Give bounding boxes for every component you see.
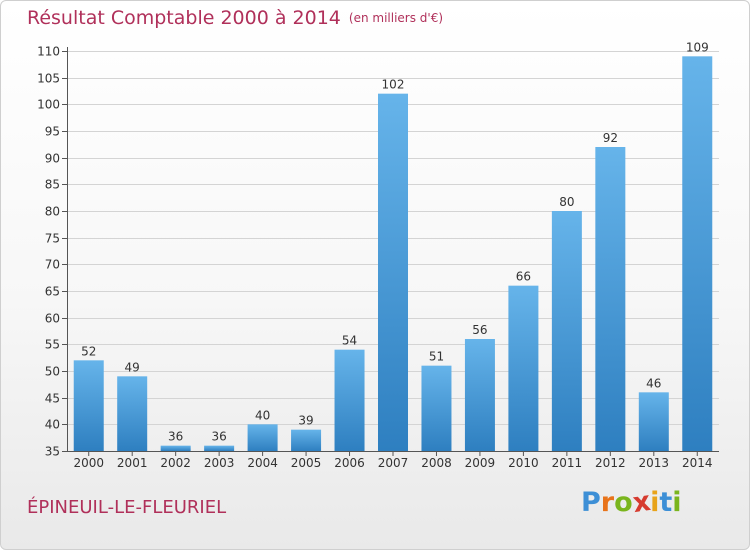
- data-label: 109: [686, 40, 709, 54]
- x-tick-label: 2013: [639, 456, 670, 470]
- data-label: 66: [516, 270, 531, 284]
- bar: [117, 376, 148, 451]
- logo-letter: i: [650, 487, 660, 518]
- y-tick-label: 110: [37, 45, 60, 59]
- logo-letter: x: [630, 485, 653, 520]
- y-tick-label: 85: [45, 178, 60, 192]
- bar: [508, 285, 539, 451]
- bar: [464, 339, 495, 451]
- x-tick-label: 2002: [160, 456, 191, 470]
- y-tick-label: 55: [45, 338, 60, 352]
- y-tick-label: 105: [37, 72, 60, 86]
- x-tick-label: 2009: [465, 456, 496, 470]
- commune-name: ÉPINEUIL-LE-FLEURIEL: [27, 497, 227, 518]
- data-label: 54: [342, 334, 357, 348]
- bar: [204, 445, 235, 451]
- y-tick-label: 70: [45, 258, 60, 272]
- bar: [247, 424, 278, 451]
- bar: [378, 93, 408, 452]
- logo-letter: t: [659, 487, 673, 518]
- y-tick-label: 95: [45, 125, 60, 139]
- chart-title: Résultat Comptable 2000 à 2014 (en millie…: [27, 7, 443, 29]
- data-label: 39: [298, 414, 313, 428]
- x-tick-label: 2001: [117, 456, 148, 470]
- y-tick-label: 35: [45, 445, 60, 459]
- data-label: 102: [382, 78, 405, 92]
- y-tick-label: 65: [45, 285, 60, 299]
- data-label: 80: [559, 195, 574, 209]
- y-tick-label: 50: [45, 365, 60, 379]
- data-label: 36: [211, 430, 226, 444]
- x-tick-label: 2014: [682, 456, 713, 470]
- chart-title-text: Résultat Comptable 2000 à 2014: [27, 7, 341, 29]
- bar: [638, 392, 669, 451]
- y-tick-label: 90: [45, 152, 60, 166]
- chart-subtitle: (en milliers d'€): [348, 11, 444, 25]
- logo-letter: i: [672, 487, 682, 518]
- bar: [551, 211, 582, 451]
- x-tick-label: 2012: [595, 456, 626, 470]
- bars: 52 49 36 36 40 39 54 102 51 56 66 80 92 46 109: [73, 40, 713, 452]
- axes: 35 40 45 50 55 60 65 70 75 80 85 90 95 100 105 110 2000 2…: [37, 45, 719, 470]
- y-tick-label: 40: [45, 418, 60, 432]
- x-tick-label: 2004: [247, 456, 278, 470]
- x-tick-label: 2006: [334, 456, 365, 470]
- x-tick-label: 2011: [552, 456, 583, 470]
- x-tick-label: 2008: [421, 456, 452, 470]
- bar: [160, 445, 191, 451]
- data-label: 46: [646, 376, 661, 390]
- x-tick-label: 2005: [291, 456, 322, 470]
- data-label: 40: [255, 408, 270, 422]
- x-tick-label: 2007: [378, 456, 409, 470]
- logo-letter: P: [581, 487, 601, 518]
- logo-letter: r: [600, 487, 615, 518]
- bar: [291, 429, 322, 451]
- x-tick-label: 2003: [204, 456, 235, 470]
- x-tick-label: 2000: [73, 456, 104, 470]
- proxiti-logo: Proxiti: [581, 485, 682, 520]
- y-tick-label: 75: [45, 232, 60, 246]
- bar: [595, 147, 626, 451]
- data-label: 92: [603, 131, 618, 145]
- bar: [421, 365, 452, 451]
- bar: [682, 56, 713, 451]
- y-tick-label: 80: [45, 205, 60, 219]
- y-tick-label: 100: [37, 98, 60, 112]
- data-label: 56: [472, 323, 487, 337]
- data-label: 36: [168, 430, 183, 444]
- data-label: 52: [81, 344, 96, 358]
- y-tick-label: 60: [45, 312, 60, 326]
- bar: [334, 349, 365, 451]
- x-tick-label: 2010: [508, 456, 539, 470]
- y-tick-label: 45: [45, 392, 60, 406]
- logo-letter: o: [614, 487, 633, 518]
- data-label: 51: [429, 350, 444, 364]
- data-label: 49: [125, 360, 140, 374]
- bar: [73, 360, 104, 451]
